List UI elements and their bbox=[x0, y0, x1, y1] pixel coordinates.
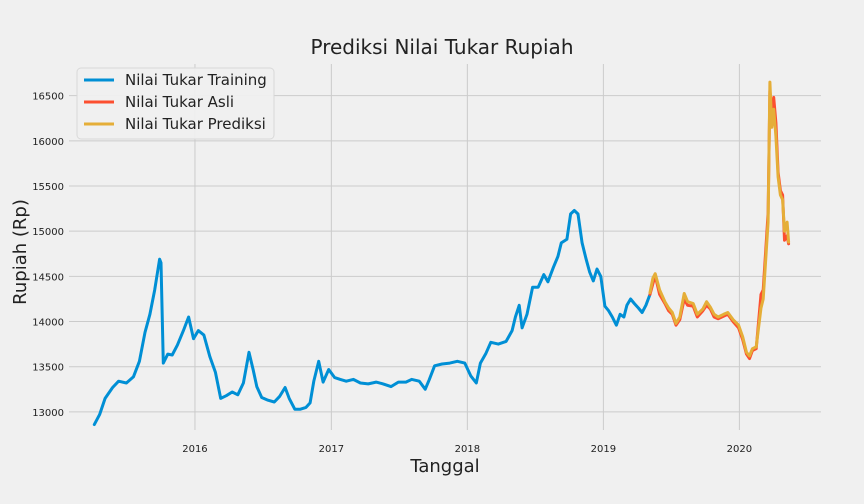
y-tick-label: 15000 bbox=[32, 227, 64, 238]
series-lines bbox=[92, 80, 791, 427]
y-tick-label: 13000 bbox=[32, 408, 64, 419]
y-tick-label: 13500 bbox=[32, 363, 64, 374]
legend-label-3: Nilai Tukar Prediksi bbox=[125, 115, 266, 133]
y-axis-label: Rupiah (Rp) bbox=[10, 199, 31, 305]
x-tick-label: 2017 bbox=[319, 444, 344, 455]
legend-box bbox=[76, 67, 275, 140]
y-tick-label: 14000 bbox=[32, 318, 64, 329]
y-tick-label: 16000 bbox=[32, 137, 64, 148]
series-line-1 bbox=[92, 208, 652, 427]
x-tick-label: 2016 bbox=[182, 444, 207, 455]
grid-lines bbox=[69, 64, 821, 430]
y-tick-label: 15500 bbox=[32, 182, 64, 193]
x-tick-label: 2019 bbox=[591, 444, 616, 455]
x-axis-label: Tanggal bbox=[409, 456, 479, 477]
x-tick-label: 2020 bbox=[727, 444, 752, 455]
legend-label-2: Nilai Tukar Asli bbox=[125, 93, 234, 111]
x-tick-label: 2018 bbox=[455, 444, 480, 455]
series-line-3 bbox=[648, 80, 791, 358]
y-tick-label: 16500 bbox=[32, 92, 64, 103]
legend: Nilai Tukar Training Nilai Tukar Asli Nila… bbox=[76, 67, 275, 140]
axis-ticks: 13000 13500 14000 14500 15000 15500 16000 16500… bbox=[32, 92, 752, 455]
legend-label-1: Nilai Tukar Training bbox=[125, 71, 267, 89]
chart-title: Prediksi Nilai Tukar Rupiah bbox=[311, 35, 574, 59]
y-tick-label: 14500 bbox=[32, 272, 64, 283]
